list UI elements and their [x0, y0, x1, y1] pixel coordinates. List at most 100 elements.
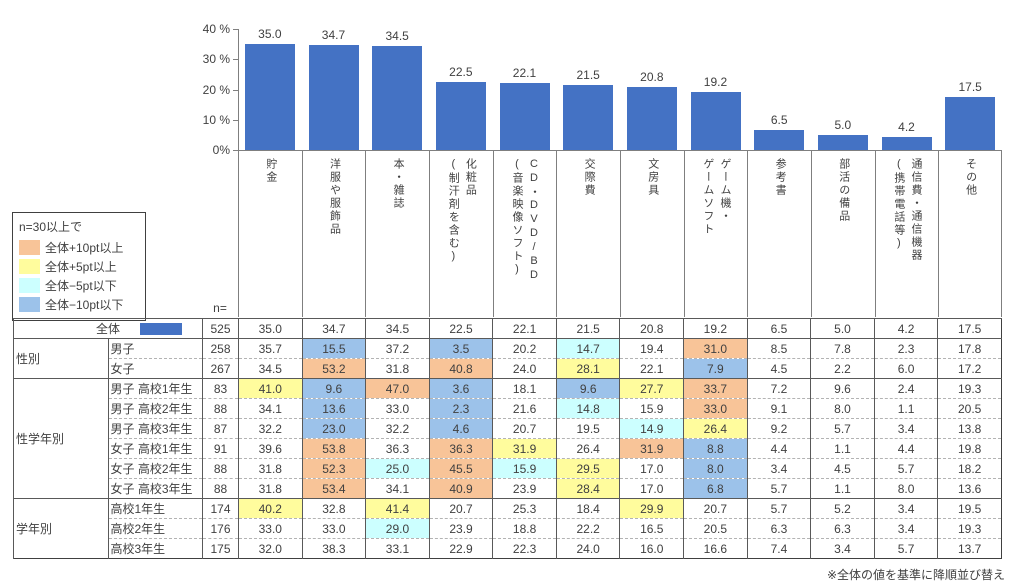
bar-10 — [817, 134, 868, 150]
bar-value-label: 20.8 — [640, 70, 664, 85]
value-cell: 36.3 — [365, 438, 430, 459]
table-row-女子 高校2年生: 女子 高校2年生 88 31.8 52.3 25.0 45.5 15.9 29.5 17.0 8.… — [14, 458, 1002, 479]
value-cell: 31.8 — [238, 478, 303, 499]
value-cell: 32.2 — [365, 418, 430, 439]
value-cell: 18.1 — [492, 378, 557, 399]
value-cell: 15.9 — [619, 398, 684, 419]
row-label: 男子 高校3年生 — [107, 418, 203, 439]
value-cell: 14.7 — [555, 338, 620, 359]
table-row-男子 高校2年生: 男子 高校2年生 88 34.1 13.6 33.0 2.3 21.6 14.8 15.9 33.… — [14, 398, 1002, 419]
value-cell: 24.0 — [492, 358, 557, 379]
n-value: 176 — [202, 518, 239, 539]
value-cell: 15.5 — [301, 338, 366, 359]
n-value: 88 — [202, 398, 239, 419]
table-row-全体: 全体 525 35.0 34.7 34.5 22.5 22.1 21.5 20.8 19.2 6.5… — [13, 318, 1002, 339]
sort-footnote: ※全体の値を基準に降順並び替え — [826, 568, 1005, 582]
legend-item-m10: 全体−10pt以下 — [19, 295, 139, 314]
y-tick-label: 10 % — [202, 112, 230, 127]
value-cell: 20.5 — [683, 518, 748, 539]
value-cell: 28.1 — [555, 358, 620, 379]
category-axis: 貯金 洋服や服飾品 本・雑誌 化粧品 (制汗剤を含む) CD・DVD/BD (音楽映像ソ… — [238, 150, 1002, 317]
row-label: 女子 — [107, 358, 203, 379]
legend-item-p10: 全体+10pt以上 — [19, 238, 139, 257]
value-cell: 17.2 — [937, 358, 1002, 379]
table-row-高校3年生: 高校3年生 175 32.0 38.3 33.1 22.9 22.3 24.0 16.0 16.6… — [14, 538, 1002, 559]
row-label: 高校1年生 — [107, 498, 203, 519]
n-value: 91 — [202, 438, 239, 459]
value-cell: 5.7 — [873, 538, 938, 559]
legend-swatch-p5 — [19, 259, 40, 274]
value-cell: 18.2 — [937, 458, 1002, 479]
value-cell: 34.1 — [365, 478, 430, 499]
value-cell: 5.7 — [746, 478, 811, 499]
value-cell: 32.2 — [238, 418, 303, 439]
table-row-高校1年生: 学年別 高校1年生 174 40.2 32.8 41.4 20.7 25.3 18.4 29.9 2… — [13, 498, 1002, 559]
value-cell: 52.3 — [301, 458, 366, 479]
y-axis — [238, 29, 239, 150]
value-cell: 2.3 — [428, 398, 493, 419]
table-row-男子: 性別 男子 258 35.7 15.5 37.2 3.5 20.2 14.7 19.4 31.0 8.… — [13, 338, 1002, 379]
value-cell: 33.7 — [683, 378, 748, 399]
value-cell: 33.1 — [365, 538, 430, 559]
value-cell: 4.5 — [746, 358, 811, 379]
row-label: 高校3年生 — [107, 538, 203, 559]
value-cell: 22.1 — [492, 318, 557, 339]
value-cell: 53.2 — [301, 358, 366, 379]
value-cell: 38.3 — [301, 538, 366, 559]
value-cell: 3.6 — [428, 378, 493, 399]
bar-value-label: 34.5 — [385, 28, 409, 43]
bar-2 — [308, 45, 359, 150]
value-cell: 6.8 — [683, 478, 748, 499]
y-tick-label: 20 % — [202, 82, 230, 97]
value-cell: 2.3 — [873, 338, 938, 359]
bar-11 — [881, 137, 932, 150]
row-label: 男子 — [107, 338, 203, 359]
value-cell: 3.4 — [873, 418, 938, 439]
value-cell: 6.3 — [810, 518, 875, 539]
value-cell: 37.2 — [365, 338, 430, 359]
bar-8 — [690, 91, 741, 150]
bar-value-label: 22.1 — [512, 66, 537, 81]
category-text: 貯金 — [264, 158, 277, 184]
row-label: 高校2年生 — [107, 518, 203, 539]
legend-swatch-m10 — [19, 297, 40, 312]
category-text: ゲーム機・ ゲームソフト — [701, 158, 731, 236]
value-cell: 33.0 — [683, 398, 748, 419]
value-cell: 32.8 — [301, 498, 366, 519]
category-label-4: 化粧品 (制汗剤を含む) — [428, 151, 493, 317]
value-cell: 9.2 — [746, 418, 811, 439]
bar-7 — [626, 87, 677, 150]
value-cell: 53.8 — [301, 438, 366, 459]
value-cell: 41.0 — [238, 378, 303, 399]
value-cell: 18.8 — [492, 518, 557, 539]
value-cell: 8.5 — [746, 338, 811, 359]
category-label-9: 参考書 — [747, 151, 811, 317]
value-cell: 20.8 — [619, 318, 684, 339]
bar-9 — [754, 130, 805, 150]
category-text: 交際費 — [583, 158, 596, 197]
value-cell: 19.4 — [619, 338, 684, 359]
value-cell: 47.0 — [365, 378, 430, 399]
value-cell: 23.0 — [301, 418, 366, 439]
bar-value-label: 34.7 — [321, 28, 346, 43]
row-label: 全体 — [96, 322, 121, 336]
value-cell: 24.0 — [555, 538, 620, 559]
value-cell: 20.7 — [428, 498, 493, 519]
value-cell: 6.3 — [746, 518, 811, 539]
category-label-10: 部活の備品 — [810, 151, 875, 317]
category-text: 部活の備品 — [837, 158, 850, 223]
value-cell: 25.0 — [365, 458, 430, 479]
value-cell: 22.9 — [428, 538, 493, 559]
category-label-5: CD・DVD/BD (音楽映像ソフト) — [492, 151, 557, 317]
bar-value-label: 4.2 — [898, 120, 915, 135]
group-label-学年別: 学年別 — [13, 498, 108, 559]
bar-12 — [945, 97, 996, 150]
value-cell: 23.9 — [428, 518, 493, 539]
value-cell: 32.0 — [238, 538, 303, 559]
value-cell: 19.5 — [937, 498, 1002, 519]
bar-value-label: 22.5 — [449, 64, 473, 79]
category-label-1: 貯金 — [238, 151, 302, 317]
value-cell: 20.7 — [683, 498, 748, 519]
value-cell: 7.8 — [810, 338, 875, 359]
